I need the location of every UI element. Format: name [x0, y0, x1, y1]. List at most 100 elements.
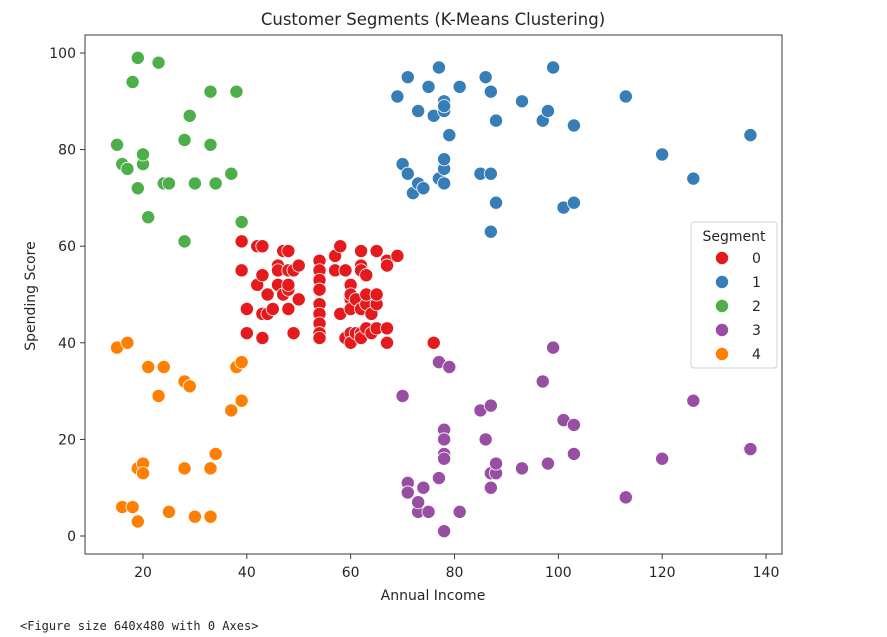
legend-label-3: 3: [752, 323, 761, 339]
data-point-segment-0: [255, 268, 270, 283]
data-point-segment-4: [130, 514, 145, 529]
scatter-chart: Customer Segments (K-Means Clustering) 2…: [23, 10, 783, 604]
data-point-segment-3: [437, 524, 452, 539]
data-point-segment-0: [312, 330, 327, 345]
data-point-segment-1: [743, 128, 758, 143]
data-points: [110, 50, 758, 539]
data-point-segment-0: [234, 234, 249, 249]
data-point-segment-1: [566, 195, 581, 210]
data-point-segment-2: [125, 74, 140, 89]
data-point-segment-1: [416, 181, 431, 196]
data-point-segment-1: [655, 147, 670, 162]
x-tick-label: 80: [446, 565, 464, 581]
data-point-segment-2: [130, 181, 145, 196]
data-point-segment-1: [437, 99, 452, 114]
data-point-segment-1: [566, 118, 581, 133]
data-point-segment-3: [416, 480, 431, 495]
data-point-segment-0: [359, 268, 374, 283]
data-point-segment-1: [489, 113, 504, 128]
data-point-segment-4: [203, 461, 218, 476]
data-point-segment-0: [380, 321, 395, 336]
y-tick-label: 20: [58, 432, 76, 448]
data-point-segment-2: [229, 84, 244, 99]
data-point-segment-0: [369, 244, 384, 259]
legend-marker-4: [715, 346, 730, 361]
legend-title: Segment: [703, 229, 767, 245]
x-tick-label: 40: [238, 565, 256, 581]
legend-box: [690, 221, 778, 369]
data-point-segment-0: [234, 263, 249, 278]
data-point-segment-2: [187, 176, 202, 191]
data-point-segment-3: [489, 456, 504, 471]
y-tick-label: 0: [67, 529, 76, 545]
y-axis-ticks: 0 20 40 60 80 100: [49, 46, 85, 545]
data-point-segment-3: [514, 461, 529, 476]
chart-title: Customer Segments (K-Means Clustering): [261, 10, 605, 29]
legend-label-2: 2: [752, 299, 761, 315]
data-point-segment-1: [400, 166, 415, 181]
legend-marker-0: [715, 250, 730, 265]
y-tick-label: 60: [58, 239, 76, 255]
data-point-segment-4: [120, 335, 135, 350]
data-point-segment-3: [535, 374, 550, 389]
y-tick-label: 80: [58, 143, 76, 159]
data-point-segment-3: [431, 471, 446, 486]
x-axis-label: Annual Income: [381, 588, 486, 604]
data-point-segment-3: [483, 398, 498, 413]
data-point-segment-0: [312, 282, 327, 297]
x-axis-ticks: 20 40 60 80 100 120 140: [134, 554, 779, 581]
data-point-segment-3: [437, 432, 452, 447]
data-point-segment-3: [566, 417, 581, 432]
x-tick-label: 20: [134, 565, 152, 581]
legend-label-1: 1: [752, 275, 761, 291]
data-point-segment-3: [540, 456, 555, 471]
data-point-segment-2: [141, 210, 156, 225]
data-point-segment-0: [265, 301, 280, 316]
x-tick-label: 140: [753, 565, 780, 581]
data-point-segment-3: [452, 504, 467, 519]
data-point-segment-0: [380, 335, 395, 350]
data-point-segment-1: [421, 79, 436, 94]
data-point-segment-1: [411, 103, 426, 118]
data-point-segment-3: [546, 340, 561, 355]
data-point-segment-2: [203, 137, 218, 152]
data-point-segment-4: [208, 446, 223, 461]
data-point-segment-0: [338, 263, 353, 278]
data-point-segment-2: [203, 84, 218, 99]
data-point-segment-1: [483, 84, 498, 99]
data-point-segment-0: [333, 239, 348, 254]
plot-frame: [84, 34, 783, 555]
data-point-segment-3: [743, 442, 758, 457]
data-point-segment-0: [239, 326, 254, 341]
data-point-segment-4: [177, 461, 192, 476]
x-tick-label: 60: [342, 565, 360, 581]
data-point-segment-0: [260, 287, 275, 302]
data-point-segment-1: [489, 195, 504, 210]
data-point-segment-2: [151, 55, 166, 70]
data-point-segment-2: [135, 147, 150, 162]
data-point-segment-3: [655, 451, 670, 466]
data-point-segment-3: [442, 359, 457, 374]
data-point-segment-2: [130, 50, 145, 65]
data-point-segment-1: [483, 224, 498, 239]
data-point-segment-3: [411, 495, 426, 510]
data-point-segment-3: [400, 485, 415, 500]
data-point-segment-0: [255, 239, 270, 254]
data-point-segment-3: [686, 393, 701, 408]
figure-size-caption: <Figure size 640x480 with 0 Axes>: [20, 619, 259, 633]
data-point-segment-2: [234, 215, 249, 230]
data-point-segment-3: [483, 480, 498, 495]
data-point-segment-2: [161, 176, 176, 191]
data-point-segment-1: [400, 70, 415, 85]
data-point-segment-0: [255, 330, 270, 345]
data-point-segment-1: [442, 128, 457, 143]
data-point-segment-0: [281, 277, 296, 292]
legend-label-4: 4: [752, 347, 761, 363]
data-point-segment-0: [281, 244, 296, 259]
data-point-segment-4: [234, 393, 249, 408]
data-point-segment-2: [224, 166, 239, 181]
data-point-segment-0: [369, 287, 384, 302]
legend-items: 0 1 2 3 4: [715, 250, 761, 363]
data-point-segment-4: [141, 359, 156, 374]
data-point-segment-1: [686, 171, 701, 186]
